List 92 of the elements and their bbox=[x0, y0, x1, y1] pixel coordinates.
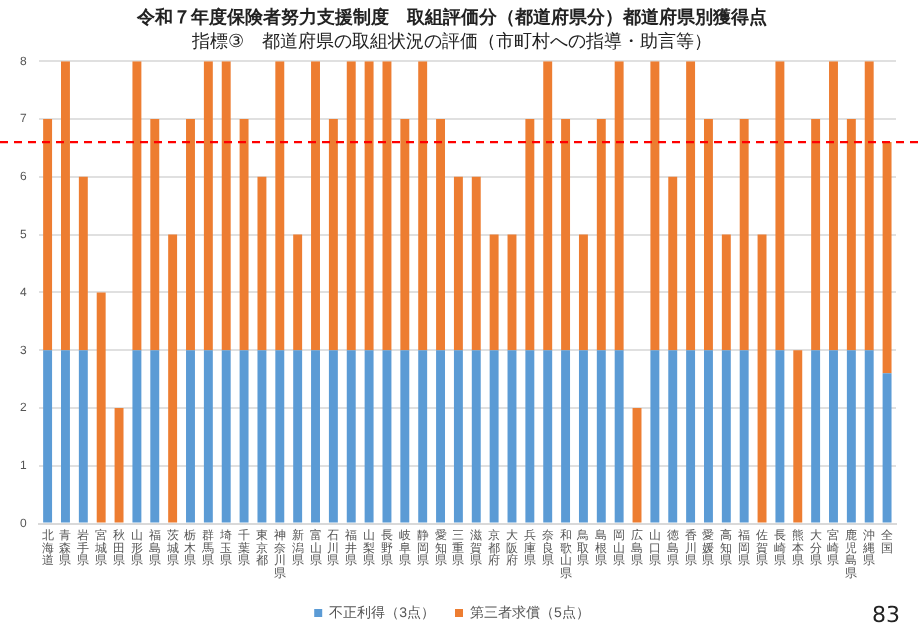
bar bbox=[650, 61, 660, 351]
bar bbox=[132, 61, 142, 351]
bar bbox=[43, 350, 53, 523]
bar bbox=[846, 350, 856, 523]
bar bbox=[864, 61, 874, 351]
bar bbox=[471, 176, 481, 351]
chart-subtitle: 指標③ 都道府県の取組状況の評価（市町村への指導・助言等） bbox=[189, 31, 713, 54]
bar bbox=[739, 119, 749, 351]
bar bbox=[632, 408, 642, 523]
bar bbox=[596, 350, 606, 523]
bar bbox=[150, 350, 160, 523]
bar bbox=[114, 408, 124, 523]
bar bbox=[382, 350, 392, 523]
bar bbox=[561, 350, 571, 523]
bar bbox=[418, 350, 428, 523]
bar bbox=[525, 350, 535, 523]
bar bbox=[596, 119, 606, 351]
text: 83 bbox=[872, 602, 900, 628]
chart-title: 令和７年度保険者努力支援制度 取組評価分（都道府県分）都道府県別獲得点 bbox=[135, 7, 767, 30]
bar bbox=[364, 61, 374, 351]
bar bbox=[864, 350, 874, 523]
bar bbox=[811, 350, 821, 523]
bar bbox=[668, 350, 678, 523]
bar bbox=[239, 350, 249, 523]
bar bbox=[43, 119, 53, 351]
bar bbox=[186, 350, 195, 523]
bar bbox=[846, 119, 856, 351]
bar bbox=[418, 61, 428, 351]
bar bbox=[882, 142, 892, 374]
bar bbox=[96, 292, 106, 523]
bar bbox=[61, 61, 70, 351]
bar bbox=[704, 119, 713, 351]
bar bbox=[382, 61, 392, 351]
bar bbox=[186, 119, 195, 351]
bar bbox=[471, 350, 481, 523]
bar bbox=[400, 350, 410, 523]
bar bbox=[686, 61, 696, 351]
bar bbox=[328, 119, 338, 351]
bar bbox=[275, 61, 285, 351]
bar bbox=[775, 61, 785, 351]
bar bbox=[239, 119, 249, 351]
bar bbox=[775, 350, 785, 523]
bar bbox=[78, 176, 88, 351]
bar bbox=[328, 350, 338, 523]
bar bbox=[704, 350, 713, 523]
bar bbox=[132, 350, 142, 523]
bar bbox=[489, 234, 499, 351]
bar bbox=[436, 119, 446, 351]
bar bbox=[400, 119, 410, 351]
bar bbox=[293, 234, 303, 351]
bar bbox=[686, 350, 696, 523]
bar bbox=[578, 234, 588, 351]
bar bbox=[614, 350, 624, 523]
bar bbox=[203, 350, 213, 523]
bar bbox=[61, 350, 70, 523]
bar bbox=[221, 61, 231, 351]
bar bbox=[489, 350, 499, 523]
bar bbox=[829, 61, 838, 351]
bar bbox=[829, 350, 838, 523]
bar bbox=[436, 350, 446, 523]
bar bbox=[293, 350, 303, 523]
bar bbox=[543, 61, 553, 351]
bar bbox=[578, 350, 588, 523]
bar bbox=[650, 350, 660, 523]
bar bbox=[543, 350, 553, 523]
bar bbox=[453, 350, 463, 523]
bar bbox=[561, 119, 571, 351]
bar bbox=[150, 119, 160, 351]
bar bbox=[203, 61, 213, 351]
bar bbox=[257, 350, 267, 523]
bar bbox=[614, 61, 624, 351]
bar bbox=[525, 119, 535, 351]
bar bbox=[311, 350, 320, 523]
bar bbox=[78, 350, 88, 523]
bar bbox=[346, 61, 356, 351]
bar bbox=[882, 373, 892, 523]
bar bbox=[739, 350, 749, 523]
bar bbox=[168, 234, 178, 523]
bar bbox=[721, 234, 731, 351]
bar bbox=[221, 350, 231, 523]
bar bbox=[793, 350, 803, 523]
bar bbox=[275, 350, 285, 523]
bar bbox=[257, 176, 267, 351]
bar bbox=[311, 61, 320, 351]
bar bbox=[811, 119, 821, 351]
bar bbox=[453, 176, 463, 351]
bar bbox=[346, 350, 356, 523]
bar bbox=[757, 234, 767, 523]
bar bbox=[364, 350, 374, 523]
bar bbox=[721, 350, 731, 523]
bar bbox=[668, 176, 678, 351]
bar bbox=[507, 350, 517, 523]
